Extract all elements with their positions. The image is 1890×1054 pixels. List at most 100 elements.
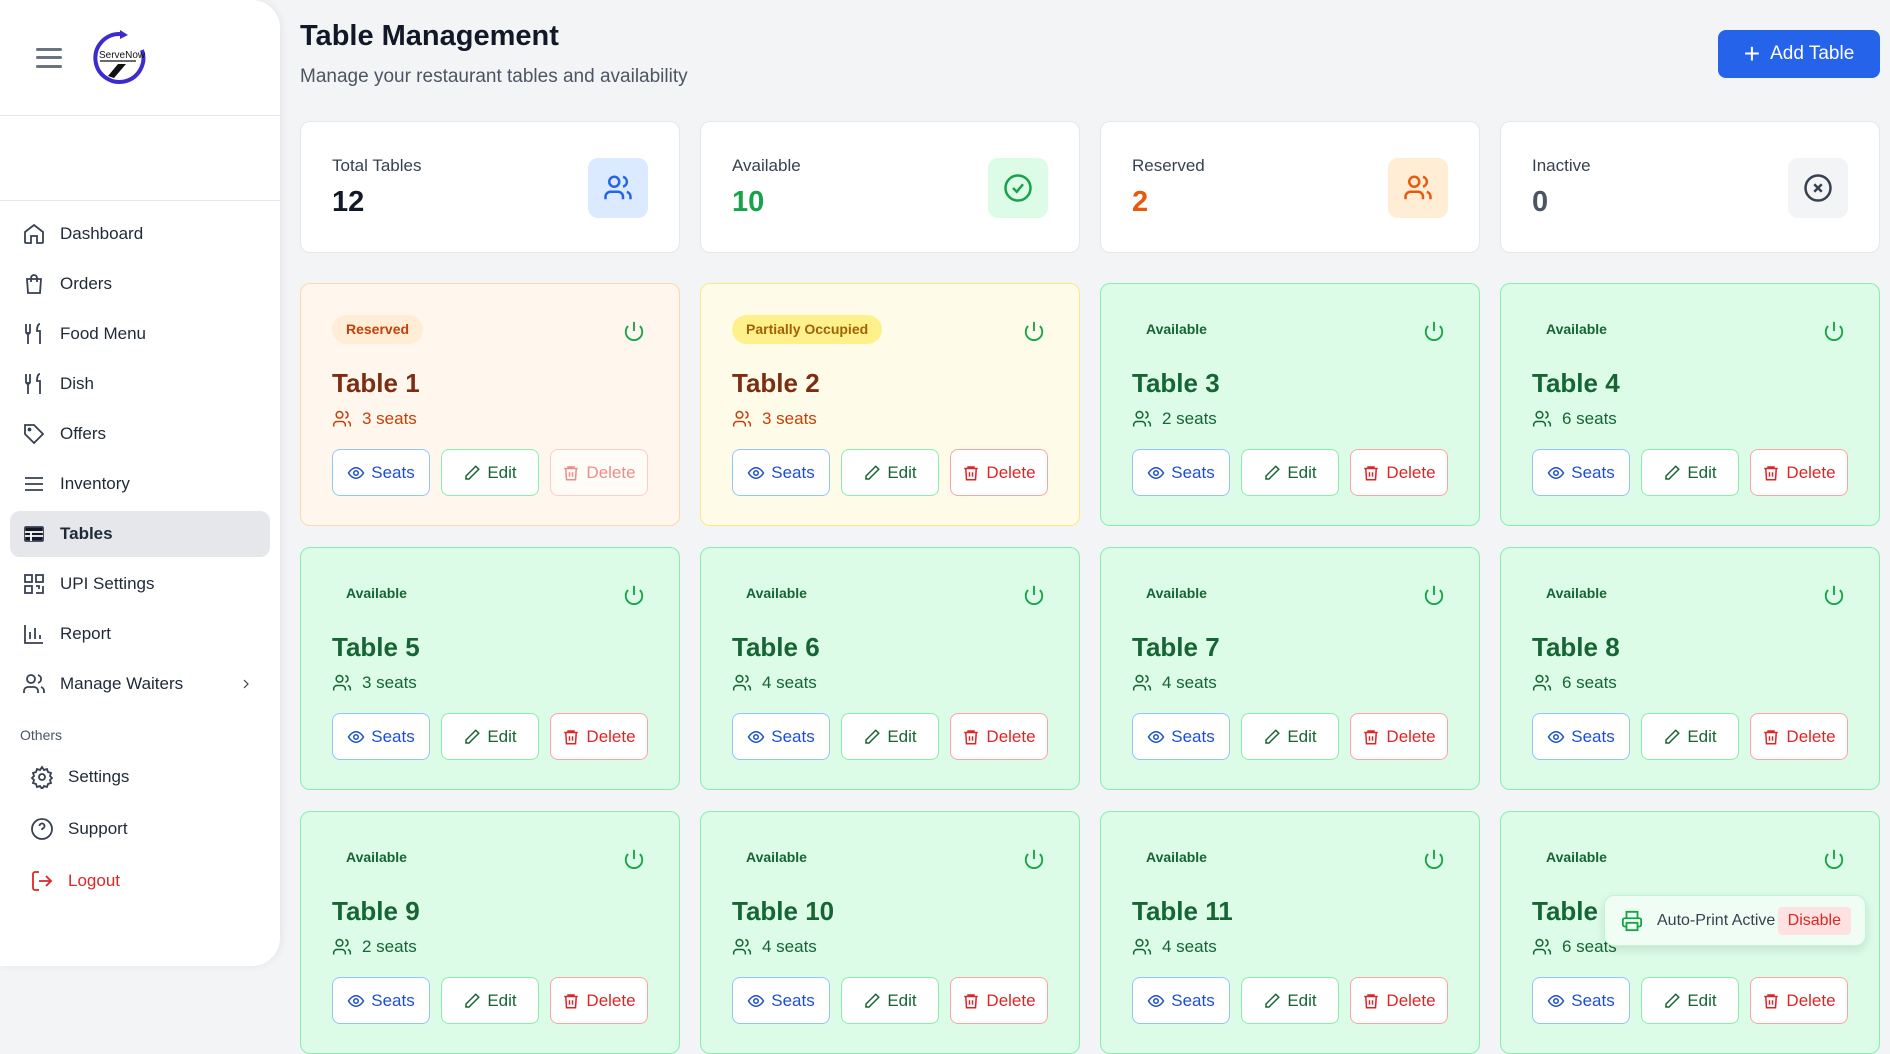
sidebar-item-logout[interactable]: Logout (10, 857, 270, 905)
edit-button[interactable]: Edit (841, 713, 939, 760)
menu-icon[interactable] (36, 47, 62, 68)
power-icon[interactable] (1023, 848, 1045, 870)
sidebar-item-report[interactable]: Report (10, 611, 270, 657)
power-icon[interactable] (623, 320, 645, 342)
power-icon[interactable] (1423, 584, 1445, 606)
stats-row: Total Tables 12 Available 10 Reserved 2 Inacti… (300, 121, 1880, 253)
seats-button[interactable]: Seats (1132, 977, 1230, 1024)
seats-button[interactable]: Seats (332, 449, 430, 496)
status-badge: Available (1546, 849, 1607, 865)
delete-button[interactable]: Delete (550, 449, 648, 496)
sidebar-item-upi-settings[interactable]: UPI Settings (10, 561, 270, 607)
delete-button[interactable]: Delete (950, 977, 1048, 1024)
seats-button[interactable]: Seats (732, 713, 830, 760)
seats-button[interactable]: Seats (332, 977, 430, 1024)
seats-button[interactable]: Seats (1132, 713, 1230, 760)
delete-button[interactable]: Delete (1350, 449, 1448, 496)
edit-button[interactable]: Edit (1641, 713, 1739, 760)
sidebar-item-dish[interactable]: Dish (10, 361, 270, 407)
power-icon[interactable] (1423, 848, 1445, 870)
seat-count-text: 3 seats (762, 409, 817, 428)
sidebar-item-orders[interactable]: Orders (10, 261, 270, 307)
delete-button[interactable]: Delete (550, 713, 648, 760)
seats-label: Seats (1571, 462, 1615, 482)
seat-count-text: 4 seats (1162, 937, 1217, 956)
seats-button[interactable]: Seats (332, 713, 430, 760)
seats-button[interactable]: Seats (1532, 449, 1630, 496)
edit-button[interactable]: Edit (841, 449, 939, 496)
delete-button[interactable]: Delete (1350, 977, 1448, 1024)
eye-icon (347, 466, 365, 479)
edit-button[interactable]: Edit (441, 449, 539, 496)
sidebar-item-inventory[interactable]: Inventory (10, 461, 270, 507)
seat-count-text: 4 seats (1162, 673, 1217, 692)
users-icon (1404, 175, 1432, 200)
table-name: Table 6 (732, 632, 820, 662)
delete-button[interactable]: Delete (550, 977, 648, 1024)
delete-button[interactable]: Delete (950, 713, 1048, 760)
sidebar-item-offers[interactable]: Offers (10, 411, 270, 457)
seat-count-text: 6 seats (1562, 673, 1617, 692)
delete-button[interactable]: Delete (1750, 449, 1848, 496)
edit-label: Edit (1287, 990, 1317, 1010)
add-table-label: Add Table (1770, 43, 1855, 64)
add-table-button[interactable]: + Add Table (1718, 30, 1880, 78)
seats-button[interactable]: Seats (1532, 713, 1630, 760)
eye-icon (747, 730, 765, 743)
seat-count: 2 seats (332, 937, 648, 957)
seats-button[interactable]: Seats (1532, 977, 1630, 1024)
edit-button[interactable]: Edit (1641, 977, 1739, 1024)
users-icon (1132, 674, 1152, 691)
sidebar-item-manage-waiters[interactable]: Manage Waiters (10, 661, 270, 707)
seat-count: 2 seats (1132, 409, 1448, 429)
chevron-right-icon[interactable] (238, 676, 254, 692)
power-icon[interactable] (1823, 848, 1845, 870)
disable-auto-print-button[interactable]: Disable (1777, 906, 1851, 935)
sidebar-item-label: Tables (60, 524, 113, 543)
seats-button[interactable]: Seats (732, 449, 830, 496)
edit-label: Edit (887, 990, 917, 1010)
delete-label: Delete (1786, 462, 1836, 482)
edit-label: Edit (1287, 726, 1317, 746)
seats-button[interactable]: Seats (1132, 449, 1230, 496)
seat-count: 6 seats (1532, 937, 1848, 957)
sidebar-item-food-menu[interactable]: Food Menu (10, 311, 270, 357)
edit-button[interactable]: Edit (441, 713, 539, 760)
edit-button[interactable]: Edit (1241, 977, 1339, 1024)
delete-button[interactable]: Delete (1750, 977, 1848, 1024)
pencil-icon (1665, 992, 1681, 1008)
power-icon[interactable] (623, 848, 645, 870)
servenow-logo[interactable]: ServeNow (90, 28, 150, 88)
delete-button[interactable]: Delete (1350, 713, 1448, 760)
seats-button[interactable]: Seats (732, 977, 830, 1024)
stat-card-total-tables: Total Tables 12 (300, 121, 680, 253)
auto-print-toast: Auto-Print Active Disable (1604, 895, 1866, 946)
trash-icon (964, 993, 979, 1008)
pencil-icon (1665, 728, 1681, 744)
edit-button[interactable]: Edit (1241, 713, 1339, 760)
stat-value: 0 (1532, 186, 1549, 218)
power-icon[interactable] (1823, 584, 1845, 606)
edit-button[interactable]: Edit (441, 977, 539, 1024)
delete-button[interactable]: Delete (950, 449, 1048, 496)
power-icon[interactable] (1023, 320, 1045, 342)
edit-button[interactable]: Edit (841, 977, 939, 1024)
power-icon[interactable] (1423, 320, 1445, 342)
check-circle-icon (1004, 174, 1032, 202)
edit-label: Edit (487, 726, 517, 746)
sidebar-item-support[interactable]: Support (10, 805, 270, 853)
edit-button[interactable]: Edit (1641, 449, 1739, 496)
stat-value: 10 (732, 186, 765, 218)
power-icon[interactable] (1823, 320, 1845, 342)
sidebar-item-dashboard[interactable]: Dashboard (10, 211, 270, 257)
sidebar-item-settings[interactable]: Settings (10, 753, 270, 801)
power-icon[interactable] (623, 584, 645, 606)
edit-button[interactable]: Edit (1241, 449, 1339, 496)
eye-icon (347, 994, 365, 1007)
seat-count: 4 seats (1132, 937, 1448, 957)
power-icon[interactable] (1023, 584, 1045, 606)
sidebar-item-tables[interactable]: Tables (10, 511, 270, 557)
seat-count: 3 seats (732, 409, 1048, 429)
delete-button[interactable]: Delete (1750, 713, 1848, 760)
pencil-icon (865, 728, 881, 744)
